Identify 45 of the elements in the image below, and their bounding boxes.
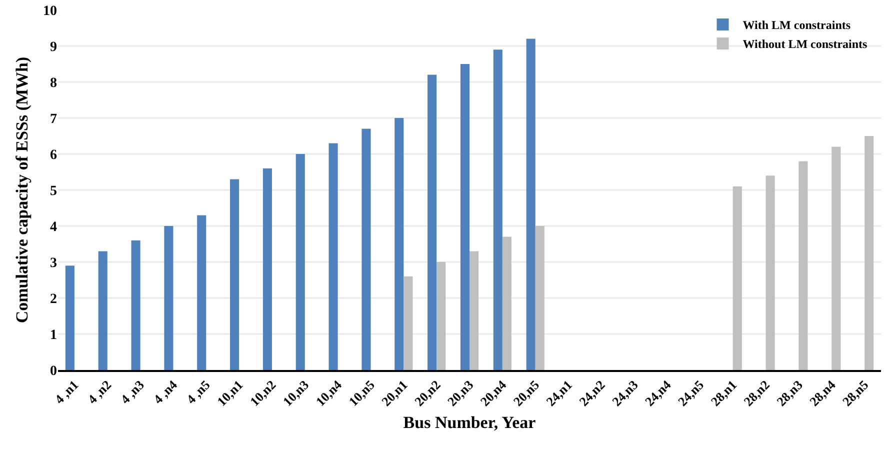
bar <box>864 136 874 370</box>
y-tick-label: 4 <box>50 220 57 235</box>
bar <box>428 74 437 370</box>
y-tick-label: 7 <box>50 112 57 127</box>
bar <box>526 38 536 370</box>
y-tick-label: 10 <box>43 4 57 19</box>
bar <box>394 118 404 370</box>
bar <box>732 186 742 370</box>
y-tick-label: 2 <box>50 292 57 307</box>
bar <box>131 240 140 370</box>
y-tick-label: 6 <box>50 148 57 163</box>
y-tick-label: 8 <box>50 76 57 91</box>
bar <box>404 276 413 370</box>
y-tick-label: 0 <box>50 364 57 379</box>
y-tick-label: 5 <box>50 184 57 199</box>
bar <box>460 64 470 370</box>
y-tick-label: 9 <box>50 40 57 55</box>
y-axis-title: Comulative capacity of ESSs (MWh) <box>12 56 32 324</box>
bar <box>197 215 206 370</box>
bar <box>436 262 446 370</box>
y-tick-label: 3 <box>50 256 57 271</box>
bar <box>766 176 775 370</box>
bar <box>798 161 808 370</box>
x-tick-label: 4 ,n1 <box>52 377 82 407</box>
bar <box>296 154 305 370</box>
x-tick-label: 4 ,n5 <box>183 376 214 407</box>
bar <box>502 236 512 370</box>
x-tick-label: 4 ,n4 <box>150 376 180 407</box>
bar <box>65 266 74 370</box>
legend-label: Without LM constraints <box>742 37 868 52</box>
bar <box>230 179 240 370</box>
bar <box>328 143 338 370</box>
bar <box>535 226 544 370</box>
x-axis-title: Bus Number, Year <box>403 412 536 432</box>
bar <box>832 146 841 370</box>
bar <box>98 251 108 370</box>
x-tick-label: 4 ,n2 <box>84 377 114 407</box>
bar <box>164 226 174 370</box>
bar <box>362 128 371 370</box>
y-tick-label: 1 <box>50 328 57 343</box>
bar <box>262 168 272 370</box>
legend-label: With LM constraints <box>742 18 851 32</box>
x-tick-label: 4 ,n3 <box>118 376 148 407</box>
bar <box>493 50 502 370</box>
bar <box>470 251 479 370</box>
